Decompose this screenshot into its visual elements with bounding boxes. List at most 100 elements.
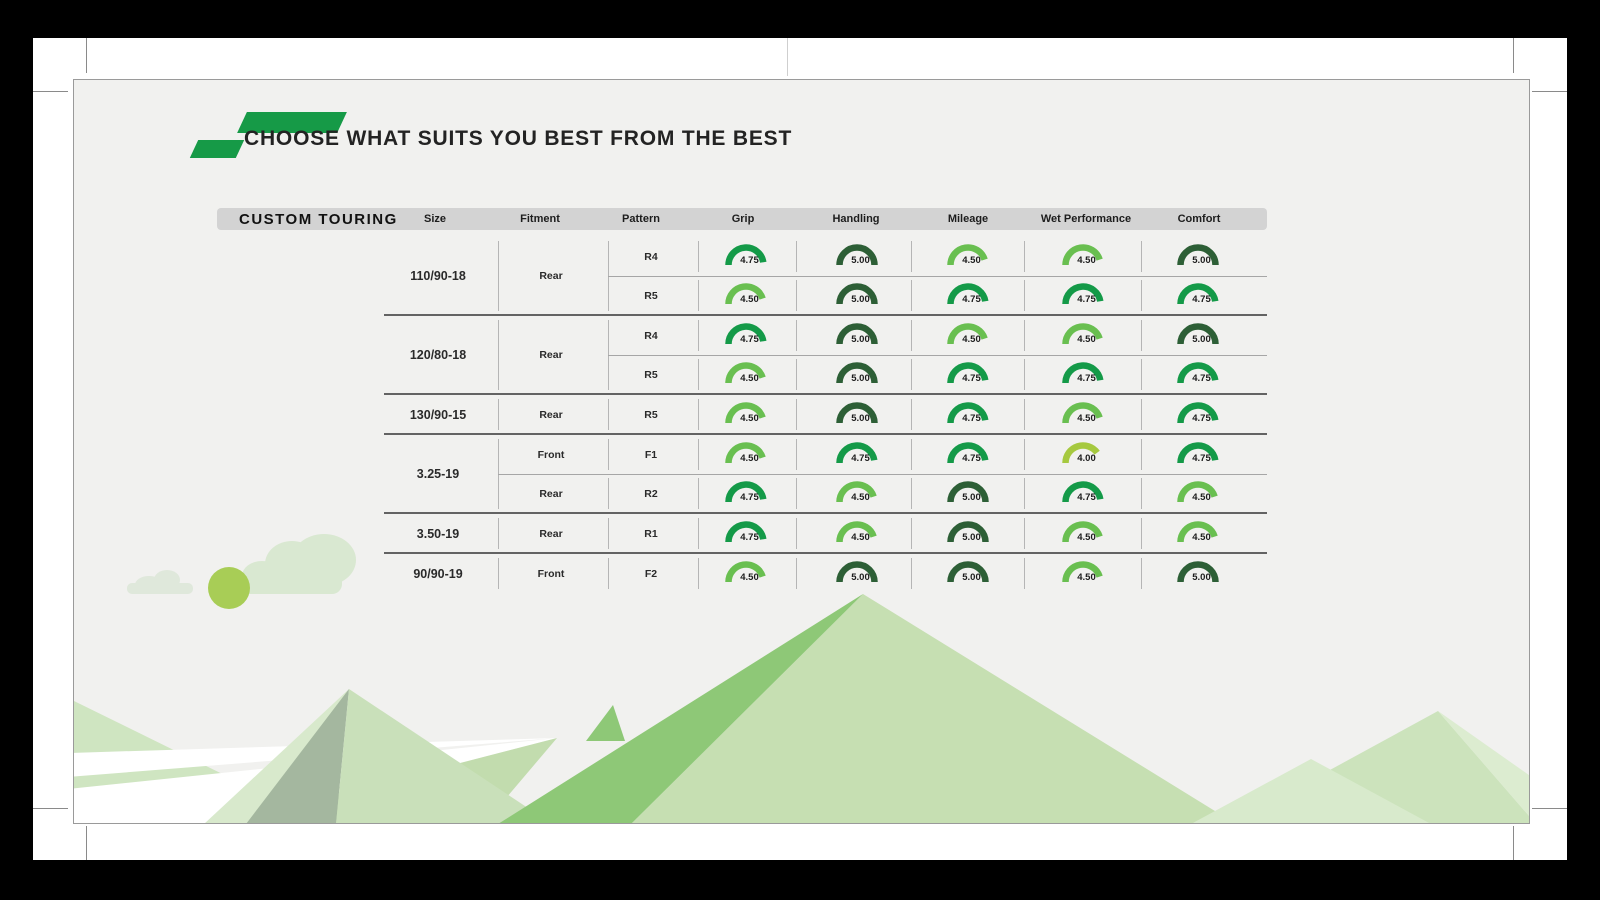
gauge-arc-icon: [836, 481, 877, 503]
pattern-cell: F1: [644, 448, 658, 461]
column-header-pattern: Pattern: [622, 213, 660, 225]
column-header-mileage: Mileage: [947, 213, 989, 225]
gauge-arc-icon: [1177, 244, 1219, 266]
rating-gauge: 5.00: [833, 321, 881, 349]
column-headers: Size Fitment Pattern Grip Handling Mileage Wet…: [74, 208, 1529, 230]
column-divider: [608, 399, 609, 430]
gauge-arc-icon: [1062, 521, 1103, 543]
gauge-value: 5.00: [962, 532, 981, 543]
column-header-grip: Grip: [731, 213, 755, 225]
rating-gauge: 4.75: [722, 479, 770, 507]
gauge-arc-icon: [1062, 283, 1104, 305]
column-divider: [1141, 399, 1142, 430]
rating-gauge: 4.50: [722, 281, 770, 309]
gauge-arc-icon: [1062, 442, 1100, 464]
rating-gauge: 4.75: [722, 321, 770, 349]
mountain-center-ridge-notch: [586, 705, 625, 741]
column-divider: [498, 241, 499, 311]
gauge-value: 5.00: [1192, 334, 1211, 345]
gauge-value: 4.50: [851, 532, 870, 543]
rating-gauge: 4.50: [722, 360, 770, 388]
pattern-cell: R4: [644, 250, 658, 263]
gauge-arc-icon: [1177, 481, 1218, 503]
column-divider: [911, 241, 912, 272]
gauge-arc-icon: [1177, 521, 1218, 543]
gauge-value: 4.75: [740, 255, 759, 266]
gauge-value: 4.50: [1077, 255, 1096, 266]
column-divider: [796, 399, 797, 430]
rating-gauge: 5.00: [833, 281, 881, 309]
column-divider: [911, 518, 912, 549]
gauge-value: 5.00: [851, 334, 870, 345]
gauge-arc-icon: [1177, 402, 1219, 424]
crop-mark-top-right-h: [1532, 91, 1567, 92]
rating-gauge: 4.75: [1174, 281, 1222, 309]
rating-gauge: 5.00: [1174, 559, 1222, 587]
rating-gauge: 5.00: [1174, 242, 1222, 270]
column-divider: [1141, 280, 1142, 311]
pattern-cell: R5: [644, 368, 658, 381]
gauge-value: 5.00: [962, 572, 981, 583]
pattern-cell: R5: [644, 289, 658, 302]
column-divider: [1024, 280, 1025, 311]
mountain-center-face: [632, 594, 1235, 823]
column-divider: [698, 359, 699, 390]
pattern-cell: R1: [644, 527, 658, 540]
column-divider: [911, 280, 912, 311]
cloud-large: [234, 534, 356, 594]
fitment-cell: Rear: [539, 527, 563, 540]
rating-gauge: 4.75: [1059, 281, 1107, 309]
size-cell: 110/90-18: [410, 269, 466, 283]
row-separator: [498, 474, 1267, 475]
gauge-arc-icon: [1062, 323, 1103, 345]
column-divider: [1141, 439, 1142, 470]
size-cell: 130/90-15: [409, 407, 467, 422]
mountain-center-ridge: [499, 594, 863, 823]
column-divider: [796, 359, 797, 390]
gauge-arc-icon: [1177, 323, 1219, 345]
column-divider: [911, 320, 912, 351]
gauge-arc-icon: [947, 481, 989, 503]
rating-gauge: 4.75: [944, 440, 992, 468]
column-header-handling: Handling: [832, 213, 880, 225]
gauge-arc-icon: [836, 244, 878, 266]
pattern-cell: R4: [644, 329, 658, 342]
gauge-value: 4.75: [740, 532, 759, 543]
gauge-value: 4.75: [1192, 413, 1211, 424]
gauge-arc-icon: [836, 362, 878, 384]
gauge-arc-icon: [947, 442, 989, 464]
pattern-cell: R2: [644, 487, 658, 500]
gauge-arc-icon: [1177, 283, 1219, 305]
gauge-value: 5.00: [1192, 572, 1211, 583]
gauge-arc-icon: [725, 481, 767, 503]
rating-gauge: 4.50: [833, 479, 881, 507]
column-divider: [1024, 399, 1025, 430]
fitment-cell: Rear: [539, 408, 563, 421]
gauge-value: 5.00: [1192, 255, 1211, 266]
crop-mark-bottom-left-h: [33, 808, 68, 809]
column-divider: [1024, 558, 1025, 589]
column-divider: [498, 399, 499, 430]
column-divider: [796, 558, 797, 589]
ratings-table: 110/90-18 Rear R4 4.75 5.00 4.50 4.50 5.00 R5 4.5…: [74, 80, 1529, 823]
crop-mark-top-left-h: [33, 91, 68, 92]
crop-mark-bottom-right-h: [1532, 808, 1567, 809]
mountain-right-front: [1192, 759, 1430, 823]
gauge-arc-icon: [725, 521, 767, 543]
gauge-value: 4.50: [740, 413, 759, 424]
rating-gauge: 4.75: [944, 281, 992, 309]
column-divider: [608, 558, 609, 589]
rating-gauge: 4.50: [1059, 242, 1107, 270]
mountain-right-facet: [1438, 711, 1529, 816]
rating-gauge: 4.50: [722, 559, 770, 587]
gauge-value: 4.75: [740, 492, 759, 503]
gauge-value: 4.75: [1077, 373, 1096, 384]
column-divider: [698, 280, 699, 311]
rating-gauge: 5.00: [833, 559, 881, 587]
gauge-value: 5.00: [851, 373, 870, 384]
crop-mark-bottom-left-v: [86, 826, 87, 860]
column-divider: [796, 478, 797, 509]
rating-gauge: 5.00: [833, 400, 881, 428]
column-divider: [1024, 439, 1025, 470]
rating-gauge: 4.50: [833, 519, 881, 547]
